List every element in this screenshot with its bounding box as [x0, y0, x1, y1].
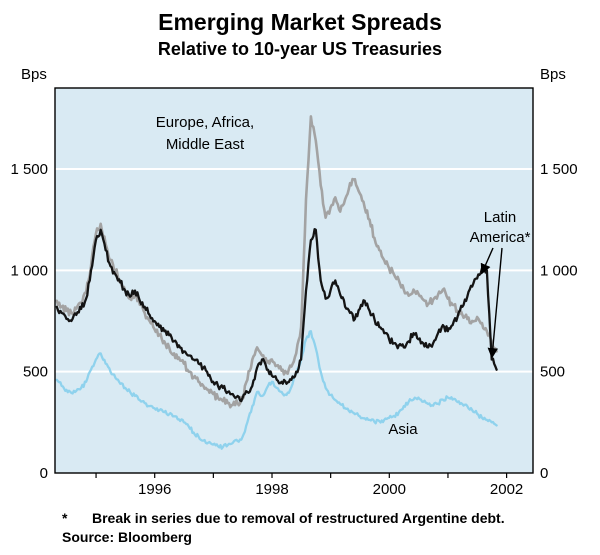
- footnote-marker: *: [62, 510, 68, 526]
- annotation-arrow-1: [480, 247, 494, 275]
- x-tick-label-1996: 1996: [138, 481, 171, 498]
- y-tick-label-right-1-000: 1 000: [540, 262, 578, 279]
- annotation-arrow-2: [487, 247, 503, 359]
- y-axis-unit-left: Bps: [21, 66, 47, 83]
- y-axis-unit-right: Bps: [540, 66, 566, 83]
- series-label-asia: Asia: [388, 421, 418, 438]
- series-label-latin: Latin: [484, 209, 517, 226]
- series-line-europe-africa-middle-east: [55, 115, 498, 409]
- plot-layer: 1996 1998 2000 2002 0 0 500 500 1 000 1 000 1 500 1…: [10, 87, 578, 498]
- chart-subtitle: Relative to 10-year US Treasuries: [158, 39, 442, 59]
- y-tick-label-right-1-500: 1 500: [540, 161, 578, 178]
- plot-background: [55, 88, 533, 473]
- x-tick-label-2000: 2000: [373, 481, 406, 498]
- y-tick-label-left-1-500: 1 500: [10, 161, 48, 178]
- series-line-asia: [55, 330, 498, 450]
- series-group: [55, 115, 498, 450]
- x-tick-label-1998: 1998: [255, 481, 288, 498]
- footnote-text: Break in series due to removal of restru…: [92, 510, 505, 526]
- source-text: Source: Bloomberg: [62, 529, 192, 545]
- plot-frame: [54, 87, 534, 474]
- y-tick-label-right-0: 0: [540, 465, 548, 482]
- y-tick-label-right-500: 500: [540, 364, 565, 381]
- y-tick-label-left-0: 0: [40, 465, 48, 482]
- series-label-europe-africa: Europe, Africa,: [156, 114, 254, 131]
- series-label-america: America*: [470, 229, 531, 246]
- chart-title: Emerging Market Spreads: [158, 9, 442, 35]
- y-tick-label-left-500: 500: [23, 364, 48, 381]
- x-tick-label-2002: 2002: [490, 481, 523, 498]
- series-label-middle-east: Middle East: [166, 136, 245, 153]
- series-line-latin-america: [55, 228, 498, 403]
- y-tick-label-left-1-000: 1 000: [10, 262, 48, 279]
